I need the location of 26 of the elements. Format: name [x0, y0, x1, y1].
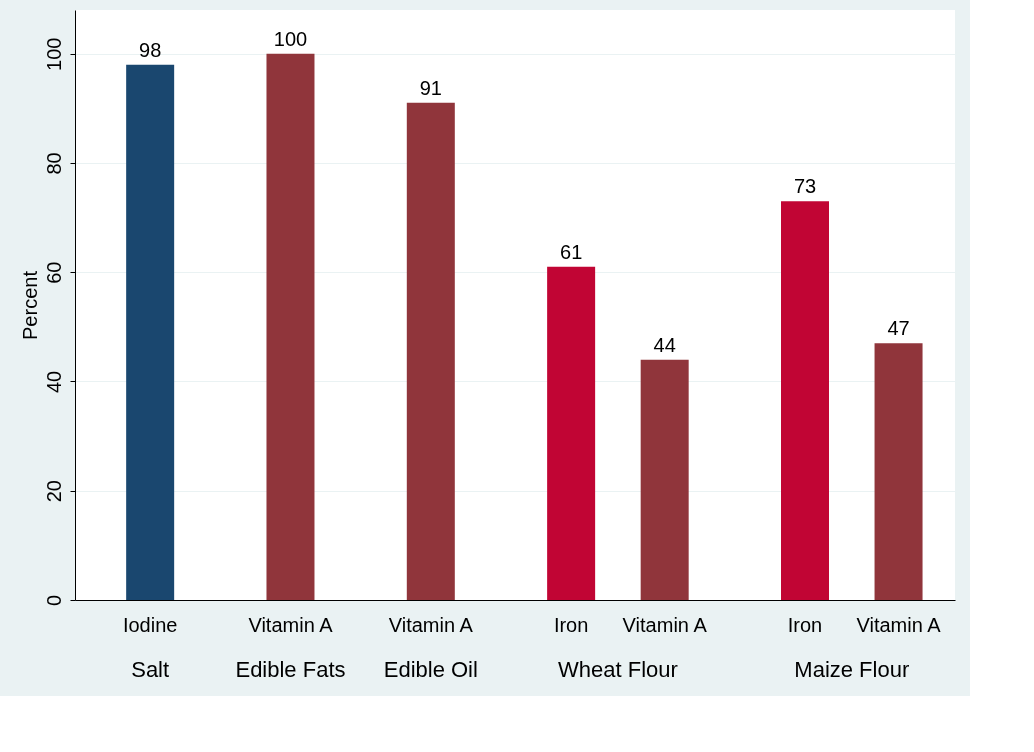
text: Maize Flour — [794, 657, 910, 682]
text: Wheat Flour — [557, 657, 678, 682]
y-tick-label: 40 — [42, 370, 65, 394]
data-label: 98 — [139, 38, 162, 61]
y-tick-label: 0 — [42, 594, 65, 607]
x-tick-label: Iron — [787, 614, 823, 636]
x-tick-label: Iodine — [122, 614, 178, 636]
x-tick-label: Vitamin A — [388, 614, 474, 636]
text: Edible Oil — [383, 657, 478, 682]
data-label: 47 — [887, 317, 910, 340]
y-tick-label: 60 — [42, 261, 65, 284]
data-label: 61 — [560, 240, 583, 263]
x-tick-label: Iron — [553, 614, 589, 636]
x-tick-label: Vitamin A — [856, 614, 942, 636]
x-tick-label: Vitamin A — [622, 614, 708, 636]
y-tick-label: 80 — [42, 152, 65, 175]
text: Salt — [131, 657, 170, 682]
y-axis-title: Percent — [18, 270, 41, 340]
data-label: 91 — [419, 76, 442, 99]
data-label: 44 — [653, 333, 676, 356]
text: Edible Fats — [235, 657, 346, 682]
x-tick-label: Vitamin A — [248, 614, 334, 636]
data-label: 100 — [273, 27, 308, 50]
y-tick-label: 100 — [42, 37, 65, 71]
data-label: 73 — [793, 175, 817, 198]
y-tick-label: 20 — [42, 480, 65, 503]
